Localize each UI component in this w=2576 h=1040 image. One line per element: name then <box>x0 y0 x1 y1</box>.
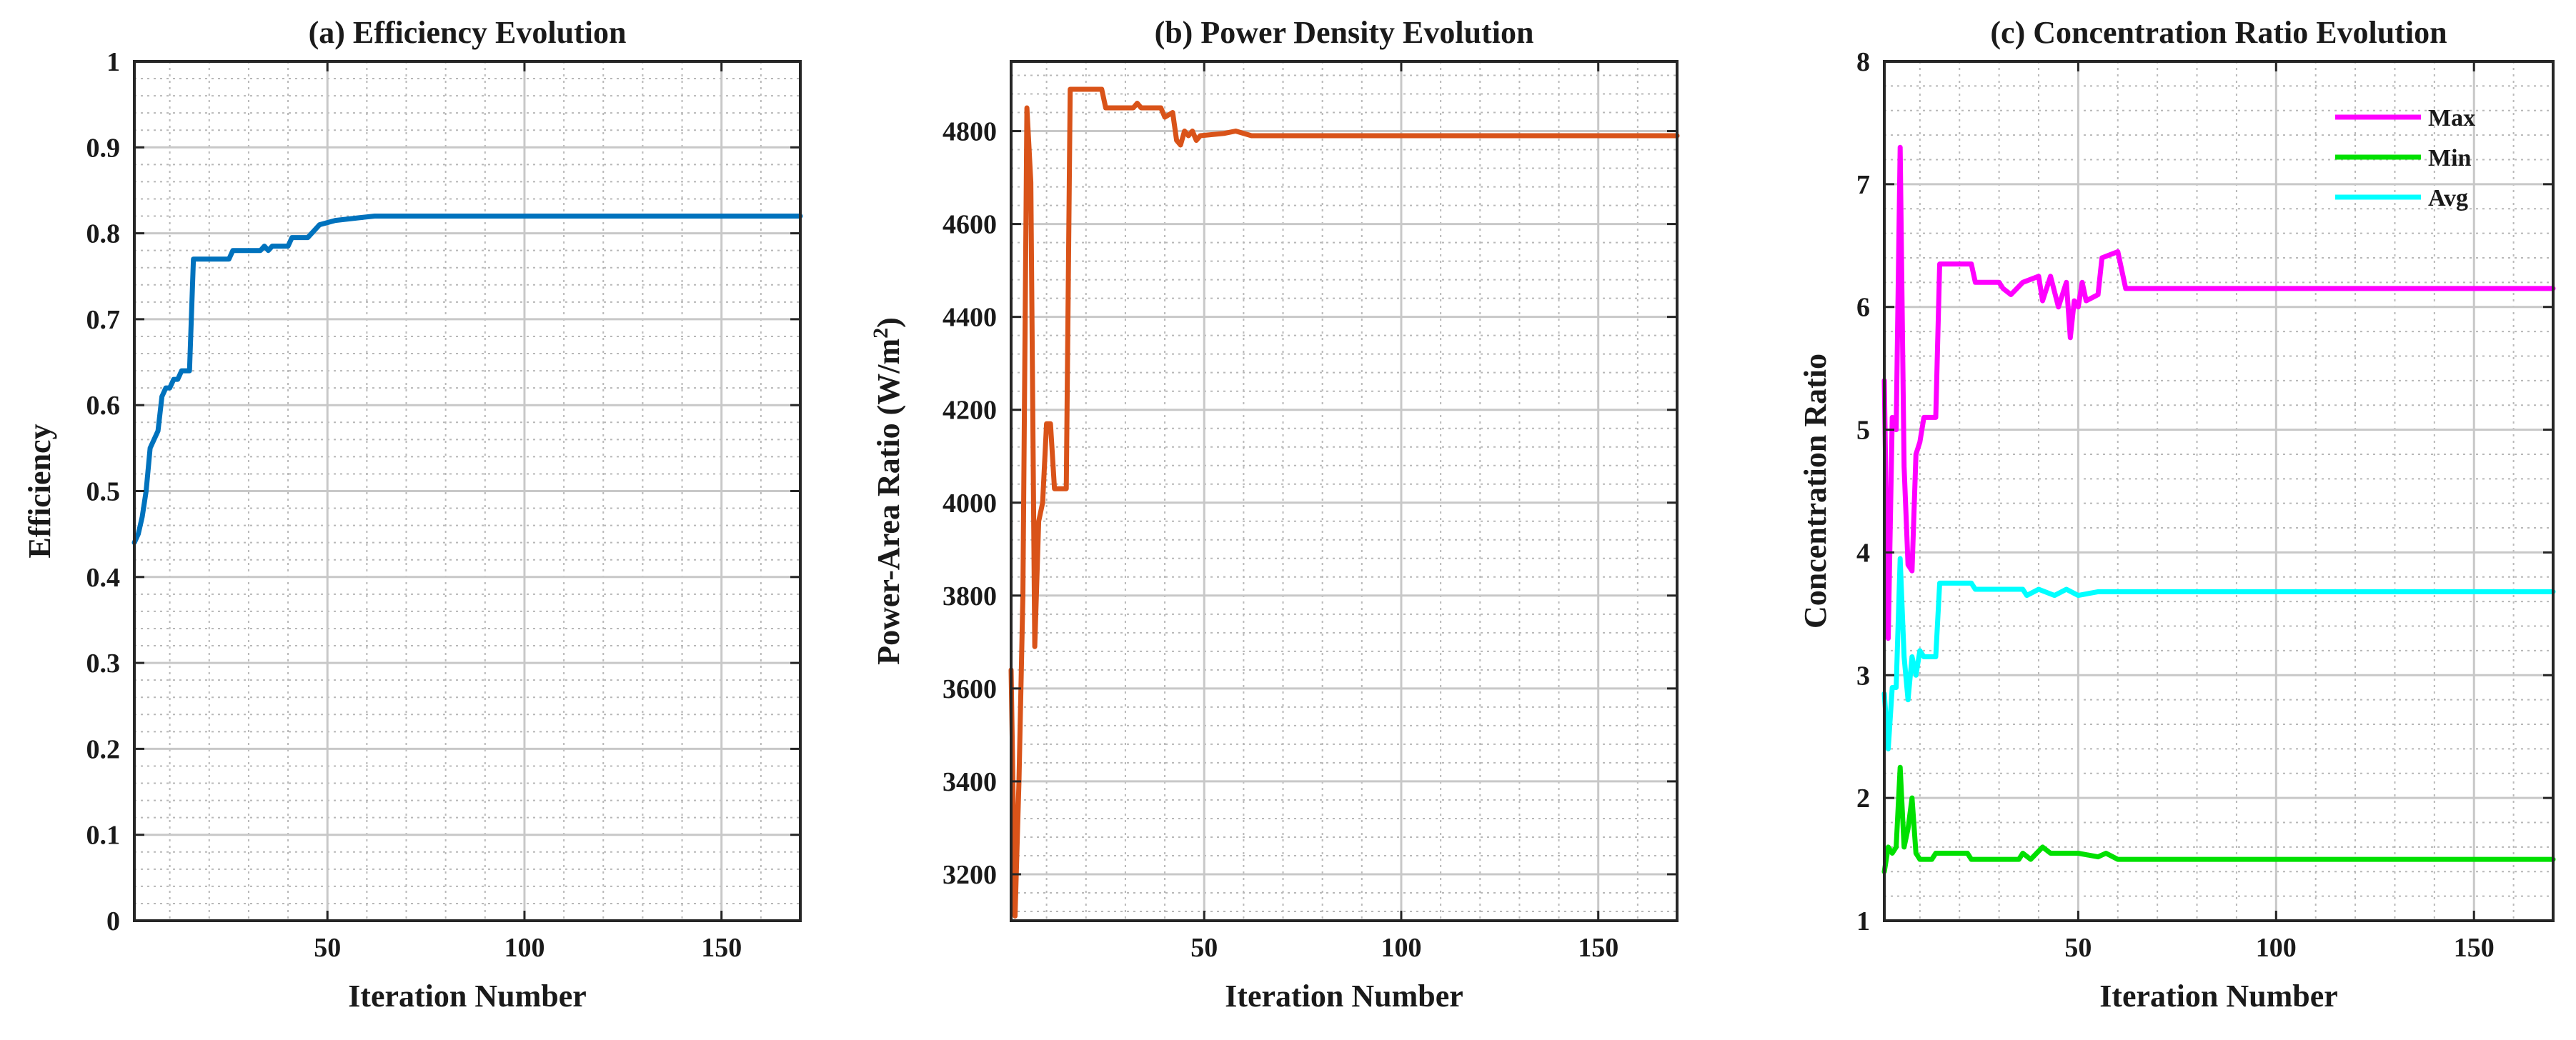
x-tick-label: 100 <box>504 933 544 963</box>
chart-title: (b) Power Density Evolution <box>1155 15 1534 50</box>
chart-title: (a) Efficiency Evolution <box>309 15 627 50</box>
panel-b: 50 100 150 3200 3400 3600 3800 4000 4200 4400 4600… <box>869 15 1680 1014</box>
legend: Max Min Avg <box>2335 105 2475 211</box>
x-axis-label: Iteration Number <box>2099 979 2338 1014</box>
y-tick-label: 5 <box>1856 416 1870 446</box>
y-tick-label: 0.5 <box>86 477 121 507</box>
y-tick-label: 2 <box>1856 784 1870 814</box>
x-tick-label: 50 <box>2064 933 2092 963</box>
y-tick-label: 0.4 <box>86 563 121 593</box>
y-tick-label: 4000 <box>943 489 997 519</box>
y-tick-label: 4600 <box>943 210 997 240</box>
series-line-avg <box>1881 556 2556 751</box>
y-axis-label: Concentration Ratio <box>1798 354 1833 629</box>
axes-frame <box>1010 60 1679 922</box>
plot-area <box>1884 61 2553 921</box>
y-tick-label: 1 <box>1856 906 1870 936</box>
y-tick-label: 0.2 <box>86 734 121 764</box>
chart-title: (c) Concentration Ratio Evolution <box>1990 15 2447 50</box>
y-tick-label: 4 <box>1856 538 1870 568</box>
grid <box>1884 61 2553 921</box>
y-axis-label-superscript: 2 <box>869 328 892 339</box>
y-axis-label: Power-Area Ratio (W/m2) <box>869 317 906 665</box>
x-tick-label: 50 <box>314 933 341 963</box>
grid <box>134 61 800 921</box>
axes-frame <box>1883 60 2555 922</box>
x-tick-label: 100 <box>1381 933 1421 963</box>
x-tick-label: 150 <box>701 933 742 963</box>
plot-area <box>1011 61 1677 921</box>
y-tick-label: 3 <box>1856 661 1870 691</box>
y-tick-label: 4200 <box>943 396 997 426</box>
grid <box>1011 61 1677 921</box>
x-axis-label: Iteration Number <box>348 979 587 1014</box>
y-tick-label: 6 <box>1856 293 1870 323</box>
x-tick-label: 100 <box>2256 933 2297 963</box>
y-tick-label: 8 <box>1856 47 1870 77</box>
y-tick-label: 0.6 <box>86 391 121 421</box>
y-tick-label: 3400 <box>943 767 997 797</box>
panel-c: 50 100 150 1 2 3 4 5 6 7 8 (c) Concentration Ratio … <box>1798 15 2556 1014</box>
x-tick-label: 50 <box>1190 933 1218 963</box>
y-tick-label: 0 <box>106 906 120 936</box>
y-tick-label: 3200 <box>943 860 997 890</box>
y-tick-label: 0.1 <box>86 821 121 851</box>
y-tick-label: 3600 <box>943 674 997 704</box>
legend-label-max: Max <box>2428 105 2475 131</box>
legend-label-avg: Avg <box>2428 185 2468 211</box>
y-tick-label: 0.9 <box>86 133 121 163</box>
x-axis-label: Iteration Number <box>1225 979 1463 1014</box>
y-tick-label: 0.3 <box>86 649 121 679</box>
y-axis-label: Efficiency <box>22 424 57 558</box>
y-tick-label: 7 <box>1856 170 1870 200</box>
y-tick-label: 0.7 <box>86 305 121 335</box>
series-line-max <box>1881 144 2556 641</box>
y-tick-label: 1 <box>106 47 120 77</box>
y-tick-label: 3800 <box>943 581 997 611</box>
legend-label-min: Min <box>2428 145 2472 171</box>
y-tick-label: 4800 <box>943 117 997 147</box>
panel-a: 50 100 150 0 0.1 0.2 0.3 0.4 0.5 0.6 0.7 0.8 0.9 1 (a)… <box>22 15 803 1014</box>
x-tick-label: 150 <box>1578 933 1618 963</box>
series-line-efficiency <box>131 214 803 546</box>
y-axis-label-end: ) <box>871 317 906 328</box>
y-tick-label: 0.8 <box>86 219 121 249</box>
series-line-min <box>1881 764 2556 874</box>
y-tick-label: 4400 <box>943 303 997 333</box>
series-line-power-area-ratio <box>1008 86 1680 919</box>
x-tick-label: 150 <box>2454 933 2495 963</box>
